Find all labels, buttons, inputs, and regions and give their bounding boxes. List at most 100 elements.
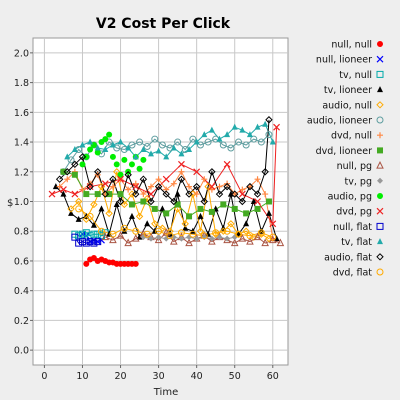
data-point-audio-null bbox=[74, 197, 83, 206]
data-point-dvd-pg bbox=[101, 180, 109, 188]
data-point-tv-flat bbox=[178, 150, 185, 157]
y-tick-label: 1.6 bbox=[14, 108, 29, 119]
y-tick-label: 1.8 bbox=[14, 78, 29, 89]
data-point-tv-flat bbox=[201, 131, 208, 138]
legend-marker-null-null bbox=[377, 41, 383, 47]
data-point-dvd-flat bbox=[166, 232, 174, 240]
data-point-audio-null bbox=[67, 205, 75, 213]
data-point-null-pg bbox=[154, 235, 163, 244]
data-point-dvd-flat bbox=[98, 227, 106, 235]
data-point-audio-flat bbox=[86, 182, 94, 191]
data-point-audio-null bbox=[219, 227, 228, 235]
data-point-tv-null bbox=[90, 230, 98, 238]
data-point-audio-lioneer bbox=[113, 144, 121, 152]
data-point-audio-lioneer bbox=[151, 135, 159, 143]
data-point-dvd-null bbox=[186, 183, 193, 190]
data-point-audio-null bbox=[242, 227, 250, 235]
data-point-tv-pg bbox=[178, 235, 185, 242]
legend-marker-dvd-lioneer bbox=[377, 147, 383, 154]
x-tick-label: 20 bbox=[114, 371, 126, 382]
y-tick-label: 1.2 bbox=[14, 167, 29, 178]
data-point-audio-pg bbox=[109, 153, 116, 160]
data-point-null-pg bbox=[170, 237, 178, 245]
data-point-audio-flat bbox=[170, 197, 178, 206]
data-point-tv-flat bbox=[147, 150, 154, 157]
data-point-audio-flat bbox=[231, 190, 239, 198]
data-point-null-pg bbox=[246, 237, 254, 245]
data-point-null-pg bbox=[116, 231, 125, 239]
data-point-audio-flat bbox=[261, 168, 269, 176]
data-point-dvd-null bbox=[109, 183, 116, 190]
data-point-null-pg bbox=[131, 234, 140, 242]
data-point-audio-lioneer bbox=[250, 135, 258, 143]
data-point-null-pg bbox=[230, 238, 239, 247]
data-point-tv-flat bbox=[224, 131, 231, 138]
data-point-audio-pg bbox=[83, 153, 90, 160]
legend-marker-tv-null bbox=[376, 70, 384, 78]
data-point-audio-flat bbox=[253, 190, 262, 198]
data-point-tv-lioneer bbox=[136, 233, 143, 240]
data-point-null-flat bbox=[75, 239, 83, 247]
data-point-dvd-pg bbox=[60, 186, 67, 194]
data-point-tv-lioneer bbox=[113, 200, 120, 207]
legend-label-tv-lioneer: tv, lioneer bbox=[324, 85, 372, 96]
data-point-dvd-flat bbox=[177, 229, 185, 237]
data-point-null-pg bbox=[109, 235, 117, 244]
data-point-dvd-flat bbox=[257, 229, 265, 237]
data-point-tv-null bbox=[78, 230, 86, 238]
data-point-dvd-lioneer bbox=[106, 191, 113, 198]
data-point-tv-flat bbox=[193, 138, 200, 145]
data-point-audio-flat bbox=[116, 197, 125, 206]
data-point-dvd-null bbox=[140, 191, 147, 198]
data-point-dvd-null bbox=[193, 191, 200, 198]
data-point-dvd-lioneer bbox=[117, 191, 124, 198]
data-point-tv-pg bbox=[170, 234, 177, 241]
chart-title: V2 Cost Per Click bbox=[96, 16, 231, 32]
data-point-null-flat bbox=[78, 238, 86, 246]
data-point-tv-lioneer bbox=[75, 215, 82, 222]
data-point-dvd-pg bbox=[132, 183, 140, 191]
data-point-tv-flat bbox=[262, 120, 269, 127]
data-point-audio-flat bbox=[55, 175, 64, 183]
data-point-audio-lioneer bbox=[128, 141, 136, 149]
data-point-null-flat bbox=[86, 238, 94, 246]
data-point-tv-flat bbox=[79, 141, 86, 148]
x-tick-label: 60 bbox=[267, 371, 279, 382]
data-point-dvd-pg bbox=[48, 190, 56, 198]
data-point-tv-pg bbox=[193, 235, 200, 242]
data-point-dvd-flat bbox=[212, 229, 220, 237]
legend-label-dvd-lioneer: dvd, lioneer bbox=[316, 146, 373, 157]
data-point-tv-flat bbox=[125, 144, 132, 151]
data-point-dvd-lioneer bbox=[254, 205, 261, 212]
data-point-audio-flat bbox=[192, 182, 201, 191]
data-point-audio-null bbox=[105, 209, 113, 218]
data-point-dvd-flat bbox=[189, 230, 197, 238]
data-point-dvd-null bbox=[79, 186, 86, 193]
data-point-null-pg bbox=[238, 234, 247, 242]
y-tick-label: 1.0 bbox=[14, 197, 29, 208]
data-point-audio-null bbox=[135, 212, 144, 221]
data-point-dvd-lioneer bbox=[83, 191, 90, 198]
data-point-tv-lioneer bbox=[98, 205, 105, 212]
legend-label-tv-flat: tv, flat bbox=[341, 237, 372, 248]
data-point-tv-flat bbox=[140, 145, 147, 152]
data-point-dvd-null bbox=[132, 180, 139, 187]
data-point-dvd-pg bbox=[208, 183, 216, 191]
data-point-audio-flat bbox=[223, 182, 231, 191]
x-tick-label: 0 bbox=[41, 371, 47, 382]
data-point-dvd-flat bbox=[75, 205, 83, 213]
legend-label-dvd-flat: dvd, flat bbox=[333, 268, 373, 279]
legend-label-dvd-pg: dvd, pg bbox=[336, 207, 372, 218]
data-point-dvd-null bbox=[178, 168, 185, 175]
data-point-dvd-pg bbox=[269, 220, 277, 228]
data-point-dvd-null bbox=[170, 180, 177, 187]
data-point-dvd-pg bbox=[86, 183, 94, 191]
data-point-dvd-lioneer bbox=[265, 198, 272, 205]
series-line-tv-flat bbox=[66, 123, 274, 158]
data-point-audio-flat bbox=[132, 190, 140, 198]
data-point-dvd-lioneer bbox=[60, 168, 67, 175]
data-point-dvd-null bbox=[262, 191, 269, 198]
data-point-tv-lioneer bbox=[197, 212, 204, 219]
data-point-audio-pg bbox=[102, 136, 109, 143]
